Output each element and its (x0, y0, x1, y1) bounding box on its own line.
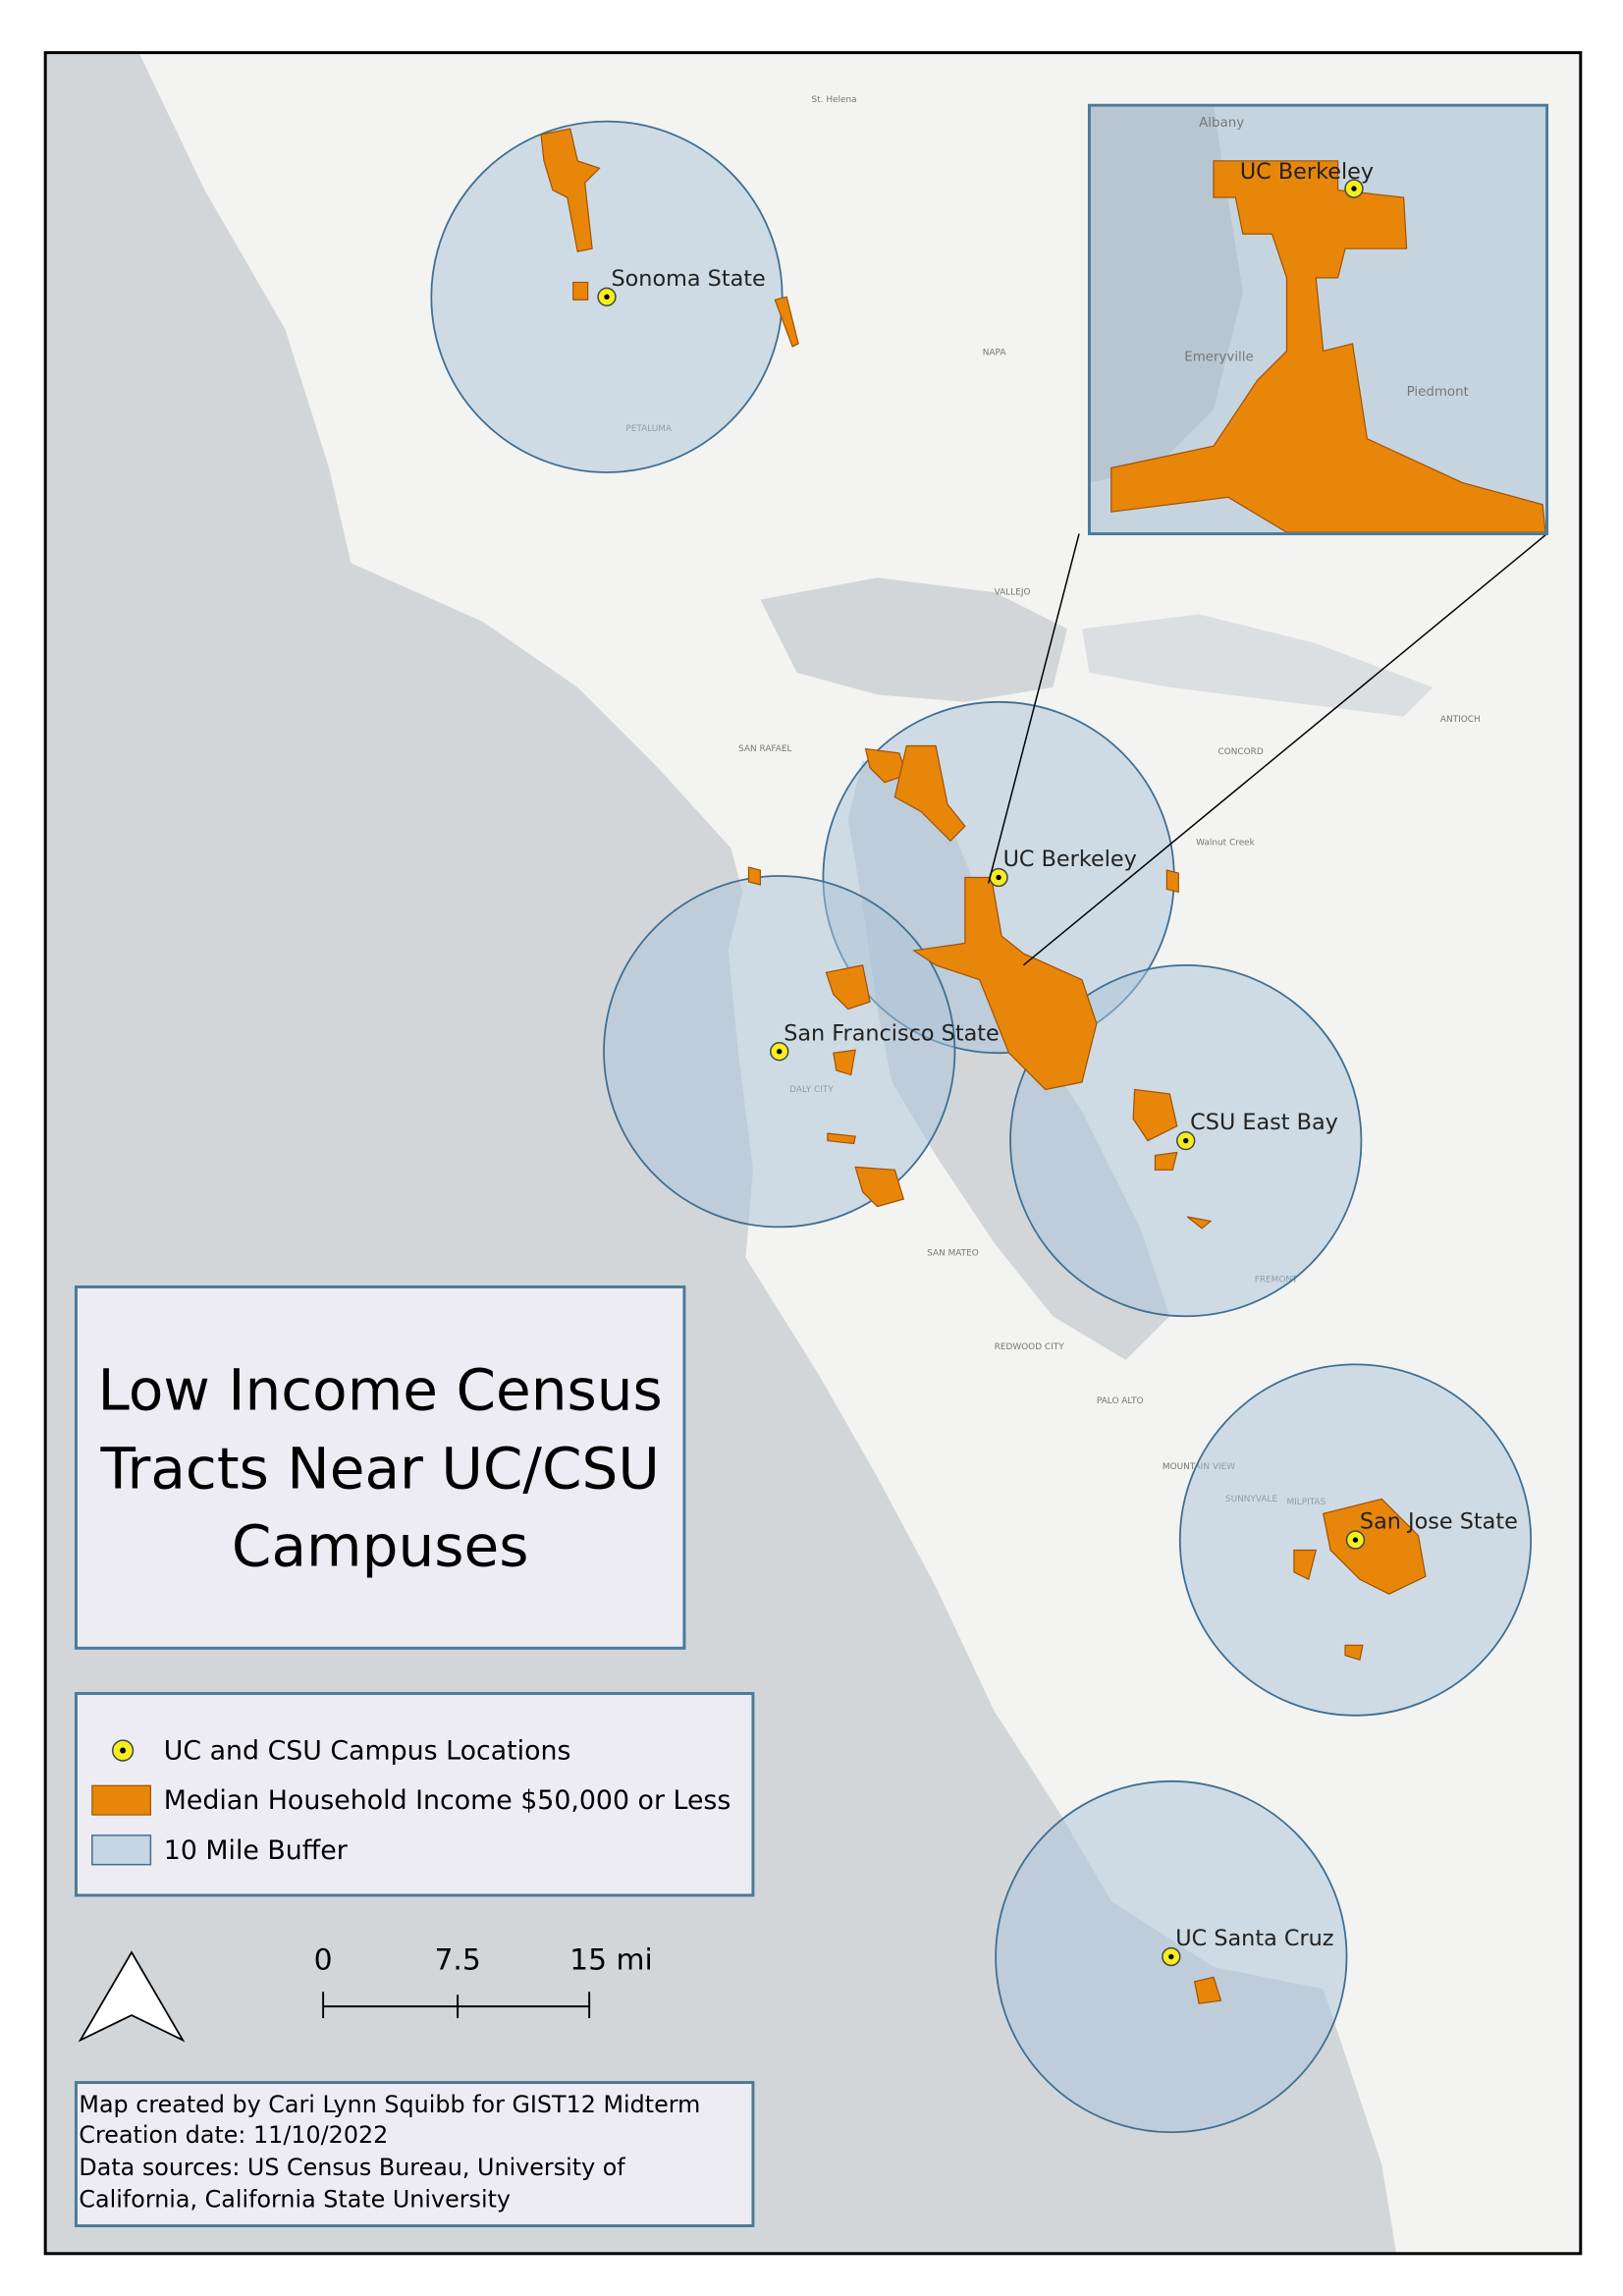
tract (1132, 1088, 1178, 1142)
title-line: Tracts Near UC/CSU (100, 1436, 660, 1503)
place-label: PALO ALTO (1097, 1396, 1144, 1406)
legend-symbol (91, 1834, 152, 1866)
inset-place: Piedmont (1407, 385, 1469, 400)
legend-label: Median Household Income $50,000 or Less (164, 1785, 731, 1816)
tract (833, 1049, 856, 1076)
inset-campus-label: UC Berkeley (1240, 159, 1374, 185)
campus-label: UC Santa Cruz (1175, 1926, 1333, 1951)
campus-label: San Francisco State (784, 1020, 1000, 1046)
campus-marker-dot (1183, 1137, 1189, 1144)
place-label: NAPA (983, 348, 1007, 357)
campuses: Sonoma State UC Berkeley San Francisco Sta… (597, 266, 1518, 1967)
tract (1293, 1549, 1318, 1581)
tract (774, 296, 799, 348)
tract (912, 876, 1098, 1091)
place-label: St. Helena (812, 95, 857, 105)
place-label: SAN MATEO (927, 1249, 979, 1259)
tract (572, 281, 589, 301)
inset-frame (1087, 103, 1549, 536)
campus-marker-dot (1168, 1953, 1174, 1960)
scale-bar (322, 1992, 591, 2019)
tract (854, 1166, 905, 1208)
campus-marker-dot (604, 294, 610, 300)
tract (1186, 1216, 1213, 1230)
credits-line: Data sources: US Census Bureau, Universi… (79, 2154, 625, 2181)
tract (864, 747, 908, 784)
inset-map (1090, 106, 1546, 533)
credits-line: Map created by Cari Lynn Squibb for GIST… (79, 2091, 700, 2118)
legend-label: UC and CSU Campus Locations (164, 1736, 571, 1767)
scale-label: 15 mi (569, 1942, 653, 1977)
tract (1193, 1976, 1222, 2004)
place-label: Walnut Creek (1196, 838, 1256, 847)
scale-label: 0 (314, 1942, 333, 1977)
inset-place: Albany (1199, 116, 1244, 131)
inset-leader (987, 533, 1080, 884)
title-line: Low Income Census (98, 1356, 663, 1423)
tract (747, 866, 761, 886)
tract (1344, 1644, 1364, 1661)
scale-label: 7.5 (434, 1942, 480, 1977)
legend-symbol-dot (120, 1747, 127, 1754)
credits-line: California, California State University (79, 2186, 511, 2214)
tract (1165, 869, 1179, 894)
legend-symbol (91, 1784, 151, 1816)
tract (827, 1132, 856, 1145)
san-pablo-bay (760, 577, 1068, 702)
campus-marker-dot (777, 1049, 783, 1055)
tract (1110, 160, 1546, 533)
credits-box (74, 2081, 755, 2228)
buffers (430, 120, 1533, 2134)
tract (1323, 1498, 1427, 1595)
inset-water (1090, 106, 1243, 483)
campus-label: UC Berkeley (1003, 847, 1137, 872)
tract (1154, 1151, 1178, 1171)
inset-place: Emeryville (1184, 350, 1254, 364)
place-label: VALLEJO (995, 588, 1031, 598)
title-line: Campuses (232, 1513, 529, 1580)
tract (540, 128, 601, 252)
place-label: SAN RAFAEL (738, 744, 791, 754)
legend-box (74, 1691, 755, 1897)
place-label: REDWOOD CITY (995, 1342, 1065, 1352)
campus-label: CSU East Bay (1190, 1110, 1338, 1135)
tract (893, 744, 966, 843)
tract (825, 964, 871, 1011)
page-frame (43, 51, 1583, 2256)
title-box (74, 1285, 686, 1650)
suisun-bay (1081, 614, 1434, 717)
campus-label: San Jose State (1360, 1509, 1518, 1535)
north-arrow (78, 1950, 186, 2043)
place-label: ANTIOCH (1440, 715, 1481, 725)
place-label: CONCORD (1217, 747, 1263, 757)
tracts (540, 128, 1427, 2004)
campus-label: Sonoma State (611, 266, 765, 292)
legend-label: 10 Mile Buffer (164, 1835, 349, 1866)
campus-marker-dot (1351, 186, 1357, 191)
credits-line: Creation date: 11/10/2022 (79, 2121, 388, 2149)
inset-leader (1022, 532, 1548, 966)
campus-marker-dot (996, 874, 1001, 881)
campus-marker-dot (1352, 1537, 1359, 1543)
